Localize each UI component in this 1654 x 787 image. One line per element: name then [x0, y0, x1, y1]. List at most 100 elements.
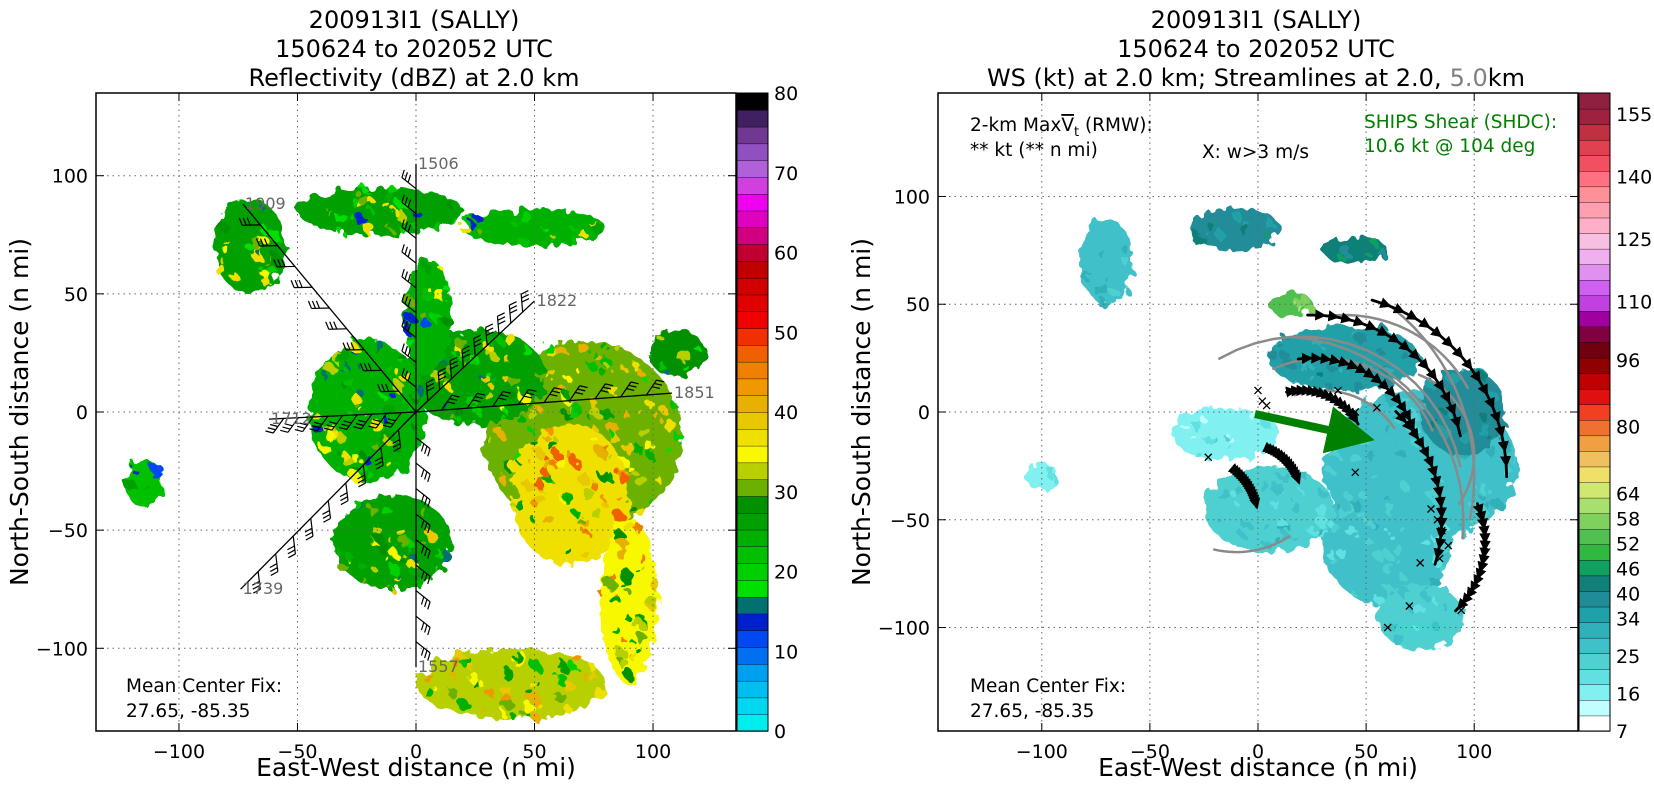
wind-cell — [1299, 294, 1308, 302]
wind-cell — [1305, 366, 1312, 373]
wind-barb-flag — [340, 496, 348, 502]
wind-barb-flag — [270, 571, 279, 576]
wind-cell — [1258, 480, 1268, 491]
colorbar-swatch — [1578, 481, 1611, 499]
wind-barb-shaft — [437, 371, 441, 390]
vertical-velocity-markers — [1204, 386, 1466, 632]
echo-cell — [533, 477, 545, 489]
wind-barb-flag — [342, 342, 347, 351]
colorbar-tick-label: 155 — [1616, 104, 1652, 126]
wind-barb-flag — [311, 425, 320, 429]
colorbar-swatch — [736, 126, 769, 145]
wind-barb-flag — [357, 474, 365, 480]
wind-barb-flag — [328, 421, 337, 425]
echo-cell — [368, 207, 374, 213]
wind-barb-shaft — [401, 301, 417, 314]
wind-barb-flag — [340, 500, 349, 506]
echo-cell — [598, 591, 605, 597]
wind-cell — [1404, 590, 1415, 600]
colorbar-swatch — [736, 428, 769, 447]
wind-barb-flag — [363, 363, 368, 371]
wind-barb-flag — [450, 360, 458, 366]
wind-cell — [1387, 532, 1393, 538]
echo-cell — [433, 221, 443, 232]
wind-barb-shaft — [415, 615, 431, 628]
x-tick-label: −50 — [1130, 741, 1170, 763]
wind-cell — [1365, 519, 1373, 527]
wind-barb-flag — [242, 217, 247, 226]
wind-barb-flag — [246, 217, 251, 226]
echo-cell — [527, 714, 533, 719]
wind-cell — [1296, 305, 1303, 312]
echo-cell — [537, 371, 547, 382]
echo-cell — [518, 455, 529, 465]
wind-cell — [1122, 245, 1129, 253]
x-tick-label: 0 — [1252, 741, 1264, 763]
echo-cell — [609, 572, 616, 579]
wind-barb-flag — [521, 298, 530, 303]
echo-cell — [543, 342, 554, 353]
colorbar-tick-label: 52 — [1616, 533, 1640, 555]
colorbar-swatch — [736, 646, 769, 665]
wind-cell — [1087, 271, 1098, 282]
echo-cell — [531, 712, 540, 722]
wind-barb-shaft — [466, 392, 478, 409]
wind-barb-flag — [654, 382, 663, 386]
wind-barb-shaft — [302, 416, 314, 432]
wind-barb-flag — [575, 391, 584, 395]
echo-cell — [421, 262, 431, 272]
wind-barb-flag — [401, 318, 405, 327]
wind-cell — [1305, 303, 1315, 313]
wind-cell — [1351, 590, 1356, 596]
wind-cell — [1216, 231, 1227, 242]
echo-cell — [645, 442, 655, 453]
left-plot-area — [96, 93, 736, 731]
wind-cell — [1326, 477, 1333, 484]
colorbar-swatch — [1578, 310, 1611, 328]
wind-barb-flag — [447, 401, 456, 405]
wind-barb-flag — [322, 513, 331, 519]
wind-barb-flag — [358, 482, 366, 488]
wind-barb-flag — [630, 381, 639, 385]
colorbar-swatch — [736, 529, 769, 548]
echo-cell — [221, 237, 228, 244]
wind-barb-shaft — [401, 226, 417, 239]
wind-barb-flag — [473, 338, 482, 344]
wind-cell — [1402, 396, 1410, 404]
wind-cell — [1281, 339, 1289, 347]
right-title-line2: 150624 to 202052 UTC — [1117, 35, 1395, 63]
echo-cell — [519, 211, 531, 223]
wind-cell — [1462, 427, 1467, 432]
echo-cell — [124, 478, 136, 491]
wind-barb-flag — [290, 280, 295, 288]
echo-cell — [551, 234, 556, 240]
wind-cell — [1359, 512, 1368, 521]
wind-speed-field — [1023, 207, 1518, 650]
wind-cell — [1358, 491, 1367, 500]
echo-cell — [564, 682, 576, 694]
wind-barb-flag — [299, 422, 308, 426]
echo-cell — [259, 205, 265, 211]
echo-cell — [405, 337, 415, 347]
wind-cell — [1410, 457, 1415, 462]
wind-barb-flag — [438, 371, 446, 377]
echo-cell — [587, 361, 598, 371]
echo-cell — [499, 684, 511, 696]
wind-barb-flag — [288, 553, 296, 559]
wind-barb-flag — [498, 397, 507, 401]
wind-cell — [1277, 520, 1288, 530]
echo-cell — [382, 507, 393, 517]
echo-cell — [512, 230, 520, 238]
echo-cell — [377, 542, 389, 554]
wind-cell — [1443, 605, 1451, 613]
echo-cell — [570, 225, 577, 232]
wind-cell — [1478, 411, 1488, 421]
wind-barb-flag — [520, 290, 529, 295]
colorbar-swatch — [1578, 684, 1611, 701]
wind-barb-flag — [420, 571, 425, 580]
echo-cell — [621, 356, 628, 362]
echo-cell — [482, 375, 491, 384]
wind-cell — [1313, 495, 1322, 504]
right-plot-area — [938, 93, 1578, 731]
echo-cell — [130, 466, 136, 473]
